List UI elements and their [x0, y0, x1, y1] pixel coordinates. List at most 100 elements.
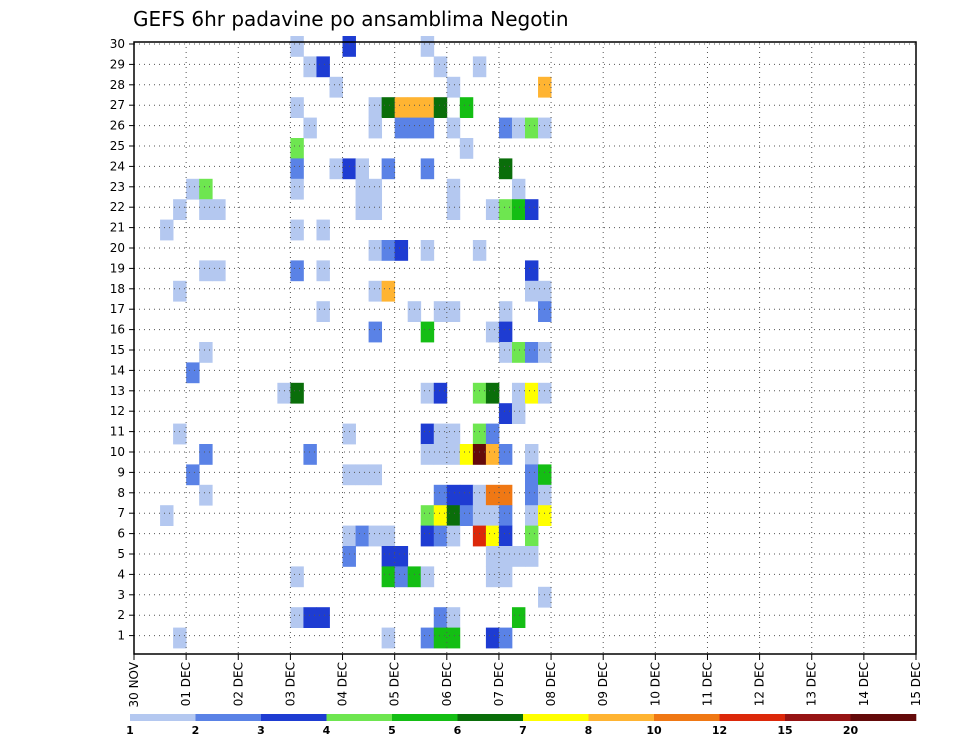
y-tick-label: 8 — [117, 486, 125, 500]
heatmap-cell — [498, 505, 513, 526]
heatmap-cell — [316, 260, 330, 282]
heatmap-cell — [446, 301, 461, 322]
heatmap-cell — [199, 199, 213, 220]
heatmap-cell — [459, 97, 474, 118]
heatmap-cell — [329, 76, 343, 98]
heatmap-cell — [173, 627, 187, 649]
heatmap-cell — [446, 525, 461, 547]
heatmap-cell — [498, 117, 513, 139]
x-tick-label: 12 DEC — [753, 662, 767, 706]
y-tick-label: 30 — [110, 37, 125, 51]
heatmap-cell — [446, 444, 461, 465]
heatmap-cell — [368, 321, 383, 343]
heatmap-cell — [368, 199, 383, 220]
heatmap-cell — [381, 546, 396, 567]
heatmap-cell — [446, 607, 461, 628]
heatmap-cell — [498, 342, 513, 363]
heatmap-cell — [538, 301, 552, 322]
heatmap-cell — [433, 484, 448, 506]
heatmap-cell — [212, 260, 226, 282]
heatmap-cell — [433, 505, 448, 526]
heatmap-cell — [485, 627, 500, 649]
heatmap-cell — [525, 280, 539, 302]
heatmap-cell — [290, 178, 304, 200]
y-tick-label: 25 — [110, 139, 125, 153]
heatmap-cell — [290, 260, 304, 282]
heatmap-cell — [381, 566, 396, 588]
y-tick-label: 15 — [110, 343, 125, 357]
heatmap-cell — [368, 240, 383, 261]
heatmap-cell — [472, 423, 487, 445]
x-tick-label: 13 DEC — [805, 662, 819, 706]
heatmap-cell — [355, 158, 369, 180]
colorbar-label: 20 — [843, 724, 859, 737]
heatmap-cell — [485, 566, 500, 588]
heatmap-cell — [368, 280, 383, 302]
x-tick-label: 04 DEC — [336, 662, 350, 706]
colorbar-label: 3 — [257, 724, 265, 737]
heatmap-cell — [511, 546, 526, 567]
colorbar-label: 4 — [323, 724, 331, 737]
y-tick-label: 22 — [110, 200, 125, 214]
y-tick-label: 12 — [110, 404, 125, 418]
heatmap-cell — [290, 36, 304, 57]
heatmap-cell — [407, 97, 422, 118]
heatmap-cell — [498, 199, 513, 220]
heatmap-cell — [498, 321, 513, 343]
heatmap-cell — [290, 97, 304, 118]
heatmap-cell — [485, 382, 500, 404]
heatmap-cell — [525, 342, 539, 363]
heatmap-cell — [212, 199, 226, 220]
heatmap-cell — [538, 76, 552, 98]
heatmap-cell — [472, 240, 487, 261]
heatmap-cell — [433, 607, 448, 628]
heatmap-cell — [290, 566, 304, 588]
heatmap-cell — [433, 525, 448, 547]
y-tick-label: 26 — [110, 119, 125, 133]
heatmap-cell — [498, 484, 513, 506]
heatmap-cell — [342, 464, 356, 486]
x-tick-label: 05 DEC — [388, 662, 402, 706]
heatmap-cell — [433, 97, 448, 118]
heatmap-cell — [420, 240, 435, 261]
heatmap-cell — [186, 362, 200, 384]
heatmap-cell — [472, 382, 487, 404]
heatmap-cell — [290, 138, 304, 159]
y-tick-label: 2 — [117, 608, 125, 622]
y-tick-label: 14 — [110, 363, 125, 377]
y-tick-label: 4 — [117, 567, 125, 581]
heatmap-cell — [498, 566, 513, 588]
heatmap-cell — [498, 158, 513, 180]
colorbar-swatch — [850, 714, 917, 721]
heatmap-cell — [342, 525, 356, 547]
heatmap-cell — [316, 219, 330, 241]
heatmap-cell — [420, 97, 435, 118]
heatmap-cell — [407, 566, 422, 588]
y-tick-label: 28 — [110, 78, 125, 92]
colorbar-label: 6 — [454, 724, 462, 737]
y-tick-label: 16 — [110, 323, 125, 337]
heatmap-cell — [459, 444, 474, 465]
heatmap-cell — [355, 199, 369, 220]
heatmap-cell — [525, 546, 539, 567]
heatmap-cell — [173, 280, 187, 302]
heatmap-cell — [485, 546, 500, 567]
heatmap-cell — [525, 382, 539, 404]
x-tick-label: 03 DEC — [283, 662, 297, 706]
y-tick-label: 17 — [110, 302, 125, 316]
heatmap-cell — [420, 505, 435, 526]
heatmap-cell — [394, 117, 409, 139]
y-tick-label: 24 — [110, 159, 125, 173]
heatmap-cell — [420, 321, 435, 343]
heatmap-cell — [420, 444, 435, 465]
heatmap-cell — [316, 301, 330, 322]
heatmap-cell — [446, 423, 461, 445]
y-tick-label: 10 — [110, 445, 125, 459]
x-tick-label: 15 DEC — [909, 662, 923, 706]
chart-title: GEFS 6hr padavine po ansamblima Negotin — [133, 7, 569, 31]
heatmap-cell — [420, 627, 435, 649]
heatmap-cell — [511, 117, 526, 139]
heatmap-cell — [368, 464, 383, 486]
x-tick-label: 10 DEC — [648, 662, 662, 706]
x-tick-label: 09 DEC — [596, 662, 610, 706]
